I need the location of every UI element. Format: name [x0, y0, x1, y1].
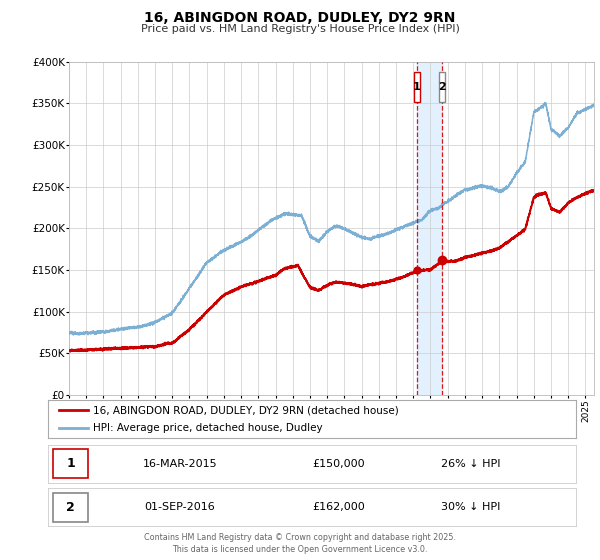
Text: This data is licensed under the Open Government Licence v3.0.: This data is licensed under the Open Gov… — [172, 545, 428, 554]
FancyBboxPatch shape — [414, 72, 420, 101]
FancyBboxPatch shape — [439, 72, 445, 101]
FancyBboxPatch shape — [53, 493, 88, 522]
Text: Contains HM Land Registry data © Crown copyright and database right 2025.: Contains HM Land Registry data © Crown c… — [144, 533, 456, 542]
Text: 01-SEP-2016: 01-SEP-2016 — [145, 502, 215, 512]
Text: £150,000: £150,000 — [312, 459, 365, 469]
Text: Price paid vs. HM Land Registry's House Price Index (HPI): Price paid vs. HM Land Registry's House … — [140, 24, 460, 34]
Text: 1: 1 — [66, 457, 75, 470]
Text: 2: 2 — [438, 82, 446, 92]
Text: 26% ↓ HPI: 26% ↓ HPI — [440, 459, 500, 469]
Text: 1: 1 — [413, 82, 421, 92]
Text: 16, ABINGDON ROAD, DUDLEY, DY2 9RN: 16, ABINGDON ROAD, DUDLEY, DY2 9RN — [145, 11, 455, 25]
Point — [412, 265, 422, 274]
Text: 2: 2 — [66, 501, 75, 514]
Text: 16, ABINGDON ROAD, DUDLEY, DY2 9RN (detached house): 16, ABINGDON ROAD, DUDLEY, DY2 9RN (deta… — [93, 405, 398, 415]
Bar — [417, 62, 442, 395]
Text: HPI: Average price, detached house, Dudley: HPI: Average price, detached house, Dudl… — [93, 423, 323, 433]
Point — [437, 255, 447, 264]
Text: 16-MAR-2015: 16-MAR-2015 — [143, 459, 217, 469]
Text: £162,000: £162,000 — [312, 502, 365, 512]
Text: 30% ↓ HPI: 30% ↓ HPI — [441, 502, 500, 512]
FancyBboxPatch shape — [53, 449, 88, 478]
